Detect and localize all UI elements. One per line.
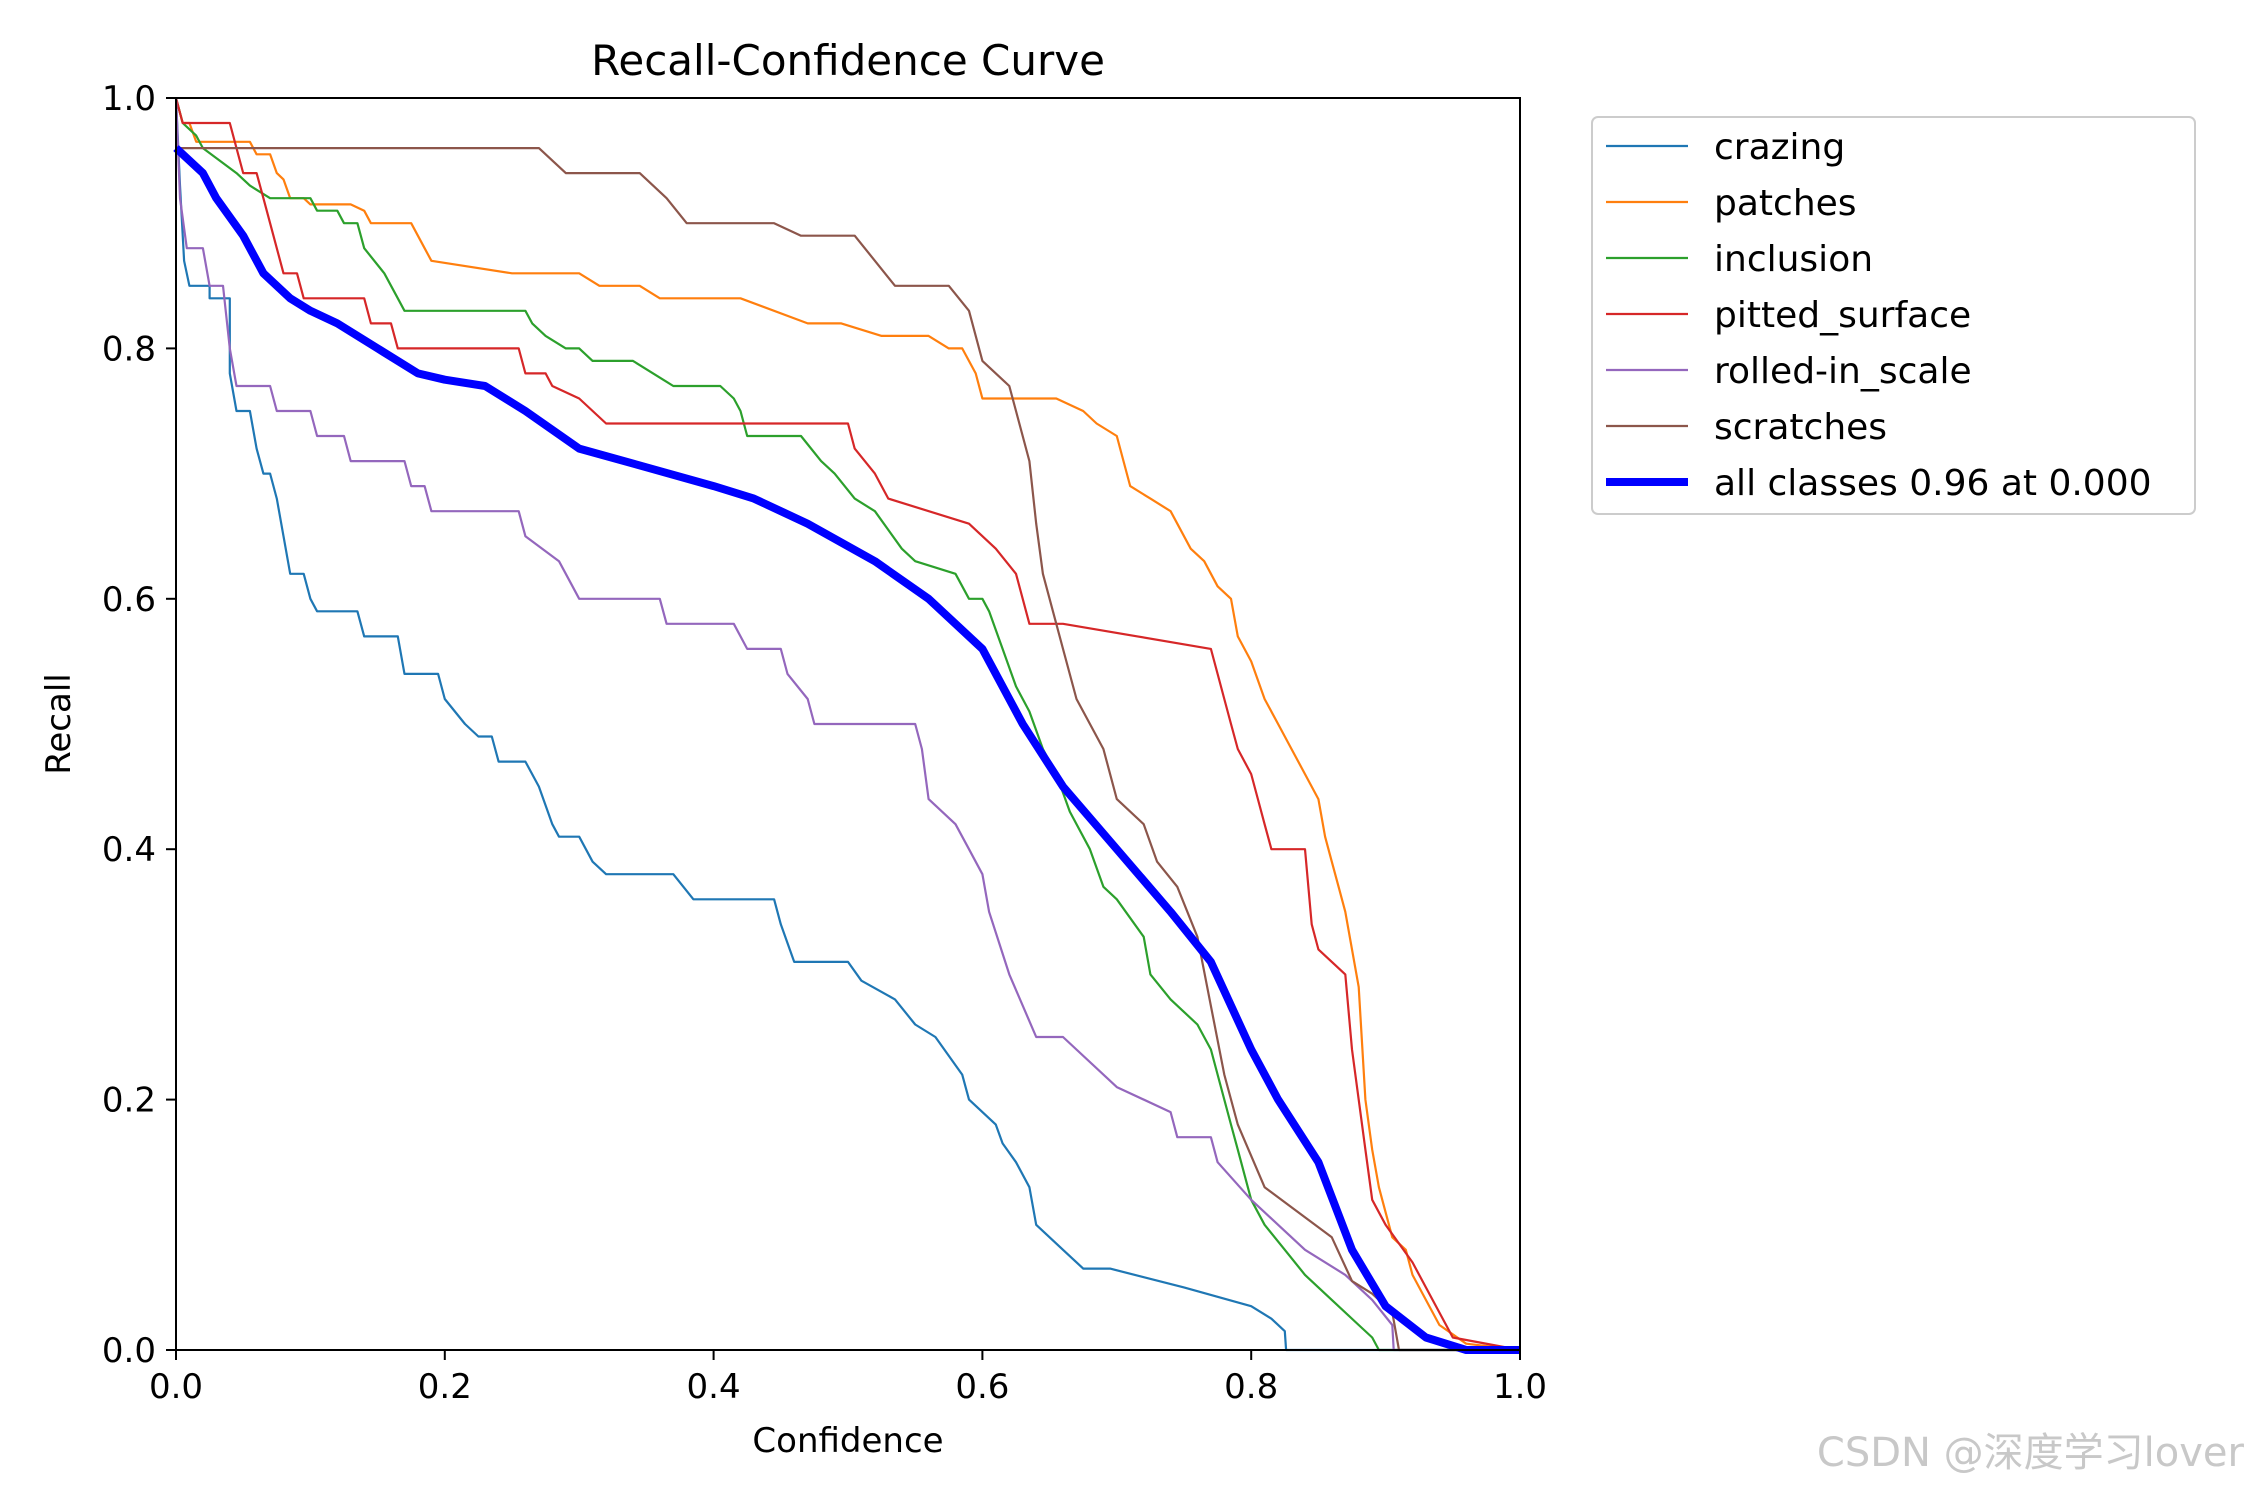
y-tick-label: 0.0 [102,1331,156,1371]
legend-label-scratches: scratches [1714,407,1887,448]
y-tick-label: 0.6 [102,580,156,620]
legend-label-patches: patches [1714,183,1857,224]
legend-label-crazing: crazing [1714,127,1845,168]
y-tick-label: 1.0 [102,79,156,119]
legend-label-pitted-surface: pitted_surface [1714,295,1971,336]
legend-label-inclusion: inclusion [1714,239,1873,280]
x-tick-label: 1.0 [1493,1367,1547,1407]
series-layer [173,97,1521,1354]
x-axis-label: Confidence [752,1421,943,1461]
series-line-pitted-surface [174,97,1521,1352]
x-tick-label: 0.6 [955,1367,1009,1407]
x-tick-label: 0.8 [1224,1367,1278,1407]
y-axis-ticks: 0.0 0.2 0.4 0.6 0.8 1.0 [102,79,176,1371]
x-tick-label: 0.0 [149,1367,203,1407]
series-line-inclusion [174,97,1520,1352]
legend-label-rolled-in-scale: rolled-in_scale [1714,351,1972,392]
series-line-rolled-in-scale [174,97,1520,1352]
y-tick-label: 0.8 [102,329,156,369]
y-tick-label: 0.4 [102,830,156,870]
x-tick-label: 0.2 [418,1367,472,1407]
watermark: CSDN @深度学习lover [1816,1430,2244,1476]
x-tick-label: 0.4 [687,1367,741,1407]
y-tick-label: 0.2 [102,1081,156,1121]
y-axis-label: Recall [39,673,79,774]
series-line-scratches [176,147,1520,1352]
series-line-all-classes-0-96-at-0-000 [173,145,1520,1354]
series-line-patches [174,97,1521,1352]
legend-label-all-classes-0-96-at-0-000: all classes 0.96 at 0.000 [1714,463,2152,504]
chart-title: Recall-Confidence Curve [591,36,1105,85]
plot-frame [175,97,1521,1351]
series-line-crazing [174,97,1520,1352]
legend: crazing patches inclusion pitted_surfacerol… [1591,116,2196,515]
legend-frame [1591,116,2196,515]
x-axis-ticks: 0.0 0.2 0.4 0.6 0.8 1.0 [149,1350,1547,1407]
